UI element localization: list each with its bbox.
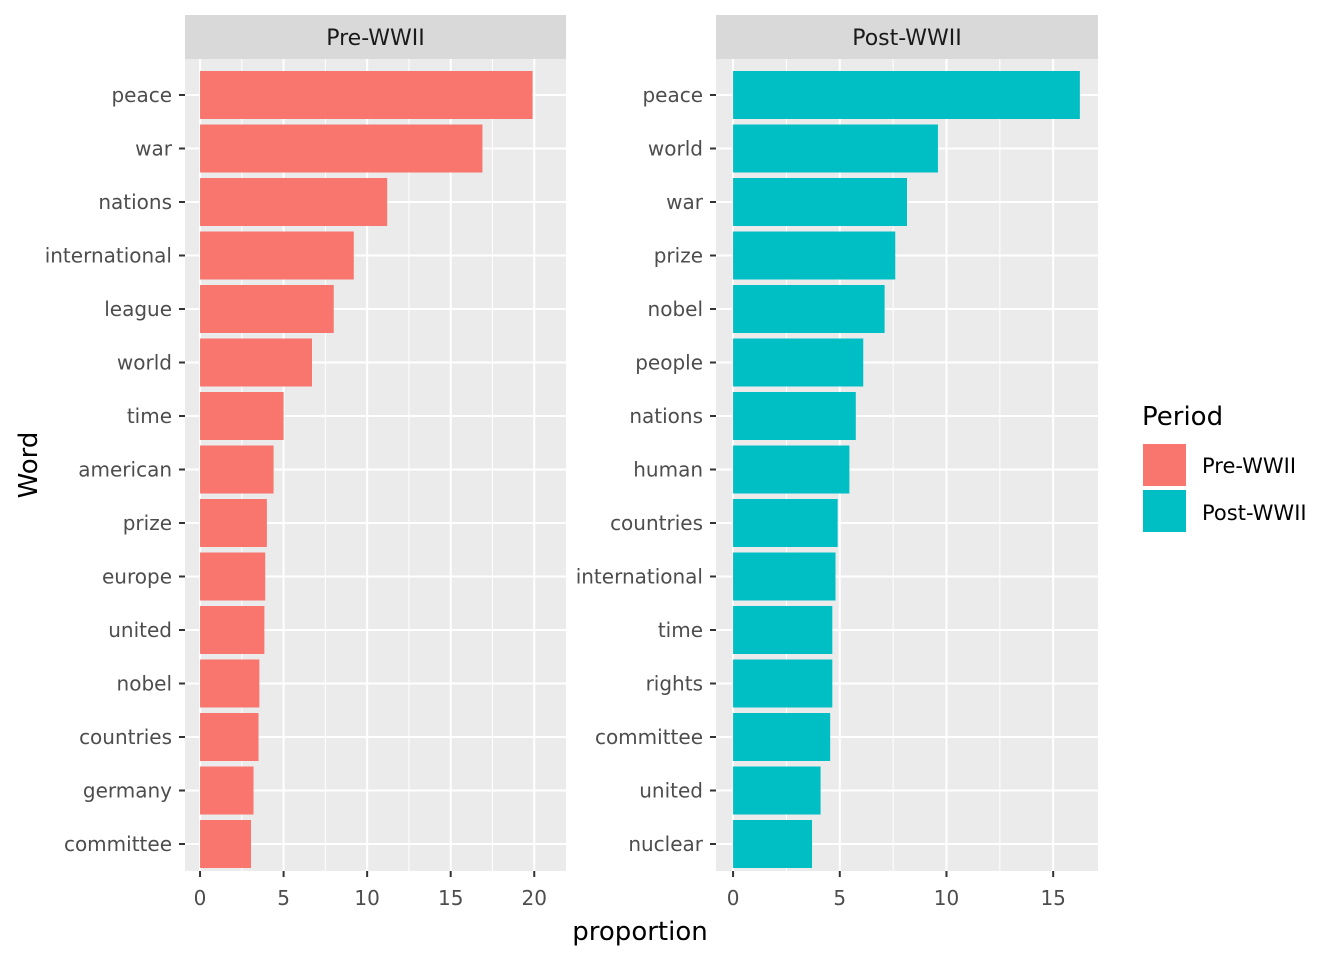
y-tick-label-nuclear: nuclear xyxy=(628,832,703,856)
bar-pre-wwii-league xyxy=(200,285,334,333)
y-tick-label-united: united xyxy=(108,618,172,642)
bars-pre-wwii xyxy=(200,71,533,868)
y-tick-label-peace: peace xyxy=(111,83,172,107)
y-tick-label-international: international xyxy=(45,244,172,268)
bar-post-wwii-war xyxy=(733,178,907,226)
y-tick-label-germany: germany xyxy=(83,779,172,803)
y-tick-label-people: people xyxy=(635,351,703,375)
bar-pre-wwii-world xyxy=(200,338,312,387)
y-axis-title: Word xyxy=(14,432,44,499)
y-tick-label-world: world xyxy=(117,351,172,375)
y-axis-pre-wwii: peace war nations international league world t… xyxy=(45,83,185,856)
bar-pre-wwii-europe xyxy=(200,552,266,601)
x-axis-title: proportion xyxy=(572,917,707,947)
bar-post-wwii-peace xyxy=(733,71,1080,119)
y-tick-label-prize: prize xyxy=(654,244,703,268)
bar-post-wwii-time xyxy=(733,606,833,654)
y-axis-post-wwii: peace world war prize nobel people nations huma… xyxy=(576,83,716,856)
x-tick-label: 10 xyxy=(934,886,959,910)
y-tick-label-committee: committee xyxy=(595,725,703,749)
bar-post-wwii-prize xyxy=(733,231,896,280)
x-tick-label: 15 xyxy=(438,886,463,910)
bar-pre-wwii-nobel xyxy=(200,659,260,708)
y-tick-label-international: international xyxy=(576,565,703,589)
bars-post-wwii xyxy=(733,71,1080,868)
y-tick-label-nobel: nobel xyxy=(648,297,703,321)
y-tick-label-prize: prize xyxy=(123,511,172,535)
legend: Period Pre-WWII Post-WWII xyxy=(1142,402,1307,532)
x-tick-label: 0 xyxy=(194,886,207,910)
x-tick-label: 5 xyxy=(277,886,290,910)
bar-post-wwii-international xyxy=(733,552,836,601)
x-axis-post-wwii: 0 5 10 15 xyxy=(727,871,1066,910)
bar-pre-wwii-prize xyxy=(200,499,267,547)
y-tick-label-rights: rights xyxy=(646,672,703,696)
y-tick-label-united: united xyxy=(639,779,703,803)
bar-post-wwii-committee xyxy=(733,713,831,761)
bar-pre-wwii-war xyxy=(200,124,483,173)
legend-label-post-wwii: Post-WWII xyxy=(1202,501,1307,525)
strip-title-pre-wwii: Pre-WWII xyxy=(326,26,425,51)
x-tick-label: 0 xyxy=(727,886,740,910)
x-tick-label: 10 xyxy=(354,886,379,910)
y-tick-label-committee: committee xyxy=(64,832,172,856)
x-tick-label: 15 xyxy=(1040,886,1065,910)
y-tick-label-nations: nations xyxy=(629,404,703,428)
bar-pre-wwii-nations xyxy=(200,178,388,226)
strip-pre-wwii xyxy=(185,15,566,59)
y-tick-label-europe: europe xyxy=(102,565,172,589)
legend-label-pre-wwii: Pre-WWII xyxy=(1202,454,1296,478)
y-tick-label-time: time xyxy=(127,404,172,428)
bar-post-wwii-united xyxy=(733,766,821,815)
y-tick-label-nations: nations xyxy=(98,190,172,214)
x-axis-pre-wwii: 0 5 10 15 20 xyxy=(194,871,547,910)
x-tick-label: 20 xyxy=(522,886,547,910)
bar-pre-wwii-united xyxy=(200,606,265,654)
bar-post-wwii-rights xyxy=(733,659,833,708)
bar-post-wwii-people xyxy=(733,338,864,387)
legend-title: Period xyxy=(1142,402,1223,432)
y-tick-label-war: war xyxy=(135,137,173,161)
bar-pre-wwii-germany xyxy=(200,766,254,815)
y-tick-label-war: war xyxy=(666,190,704,214)
bar-pre-wwii-international xyxy=(200,231,354,280)
bar-pre-wwii-countries xyxy=(200,713,259,761)
bar-pre-wwii-peace xyxy=(200,71,533,119)
legend-key-pre-wwii xyxy=(1143,444,1186,486)
y-tick-label-time: time xyxy=(658,618,703,642)
bar-post-wwii-nobel xyxy=(733,285,885,333)
bar-post-wwii-countries xyxy=(733,499,838,547)
y-tick-label-countries: countries xyxy=(610,511,703,535)
y-tick-label-league: league xyxy=(104,297,172,321)
panel-pre-wwii: Pre-WWII peace war nations international lea… xyxy=(45,15,566,910)
bar-post-wwii-human xyxy=(733,445,850,494)
bar-pre-wwii-time xyxy=(200,392,284,440)
bar-post-wwii-world xyxy=(733,124,938,173)
y-tick-label-american: american xyxy=(78,458,172,482)
panel-post-wwii: Post-WWII peace world war prize nobel people n… xyxy=(576,15,1098,910)
y-tick-label-countries: countries xyxy=(79,725,172,749)
y-tick-label-human: human xyxy=(633,458,703,482)
bar-pre-wwii-american xyxy=(200,445,274,494)
bar-pre-wwii-committee xyxy=(200,820,252,868)
x-tick-label: 5 xyxy=(833,886,846,910)
strip-post-wwii xyxy=(716,15,1098,59)
bar-post-wwii-nuclear xyxy=(733,820,813,868)
y-tick-label-nobel: nobel xyxy=(117,672,172,696)
bar-post-wwii-nations xyxy=(733,392,856,440)
strip-title-post-wwii: Post-WWII xyxy=(852,26,962,51)
y-tick-label-world: world xyxy=(648,137,703,161)
y-tick-label-peace: peace xyxy=(642,83,703,107)
legend-key-post-wwii xyxy=(1143,490,1186,532)
